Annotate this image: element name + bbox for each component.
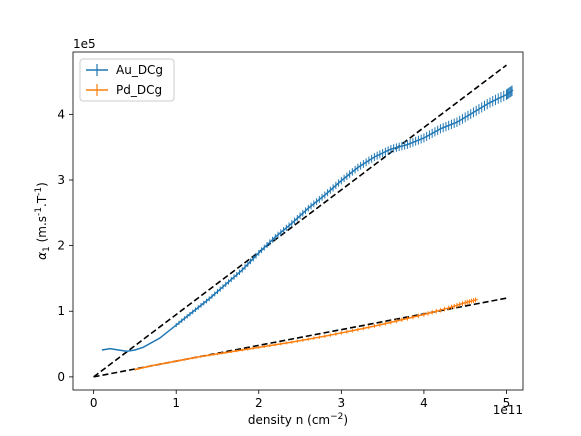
x-axis-ticks: 0 1 2 3 4 5 bbox=[90, 390, 510, 410]
series-Pd_DCg bbox=[134, 297, 478, 371]
legend-entry-au: Au_DCg bbox=[86, 63, 163, 77]
legend-label-au: Au_DCg bbox=[116, 63, 163, 77]
x-tick-label: 2 bbox=[255, 396, 263, 410]
data-series bbox=[101, 85, 514, 371]
y-offset-text: 1e5 bbox=[73, 37, 96, 51]
y-axis-label: α1 (m.s-1.T-1) bbox=[34, 182, 52, 260]
y-tick-label: 4 bbox=[57, 107, 65, 121]
y-tick-label: 3 bbox=[57, 173, 65, 187]
x-axis-label: density n (cm−2) bbox=[248, 412, 348, 427]
fit-line-2 bbox=[93, 297, 507, 378]
x-offset-text: 1e11 bbox=[493, 403, 523, 417]
x-tick-label: 5 bbox=[503, 396, 511, 410]
legend-label-pd: Pd_DCg bbox=[116, 83, 162, 97]
y-tick-label: 2 bbox=[57, 239, 65, 253]
x-tick-label: 0 bbox=[90, 396, 98, 410]
y-axis-ticks: 0 1 2 3 4 bbox=[57, 107, 73, 384]
error-bars-Au_DCg bbox=[175, 85, 513, 328]
x-tick-label: 4 bbox=[420, 396, 428, 410]
series-Au_DCg bbox=[101, 85, 514, 353]
legend: Au_DCg Pd_DCg bbox=[79, 58, 175, 102]
fit-line-1 bbox=[93, 64, 507, 378]
legend-entry-pd: Pd_DCg bbox=[86, 83, 162, 97]
fit-lines bbox=[93, 64, 507, 378]
x-tick-label: 3 bbox=[338, 396, 346, 410]
error-bars-Pd_DCg bbox=[134, 297, 477, 371]
y-tick-label: 0 bbox=[57, 370, 65, 384]
plot-frame bbox=[72, 51, 524, 391]
x-tick-label: 1 bbox=[172, 396, 180, 410]
y-tick-label: 1 bbox=[57, 304, 65, 318]
